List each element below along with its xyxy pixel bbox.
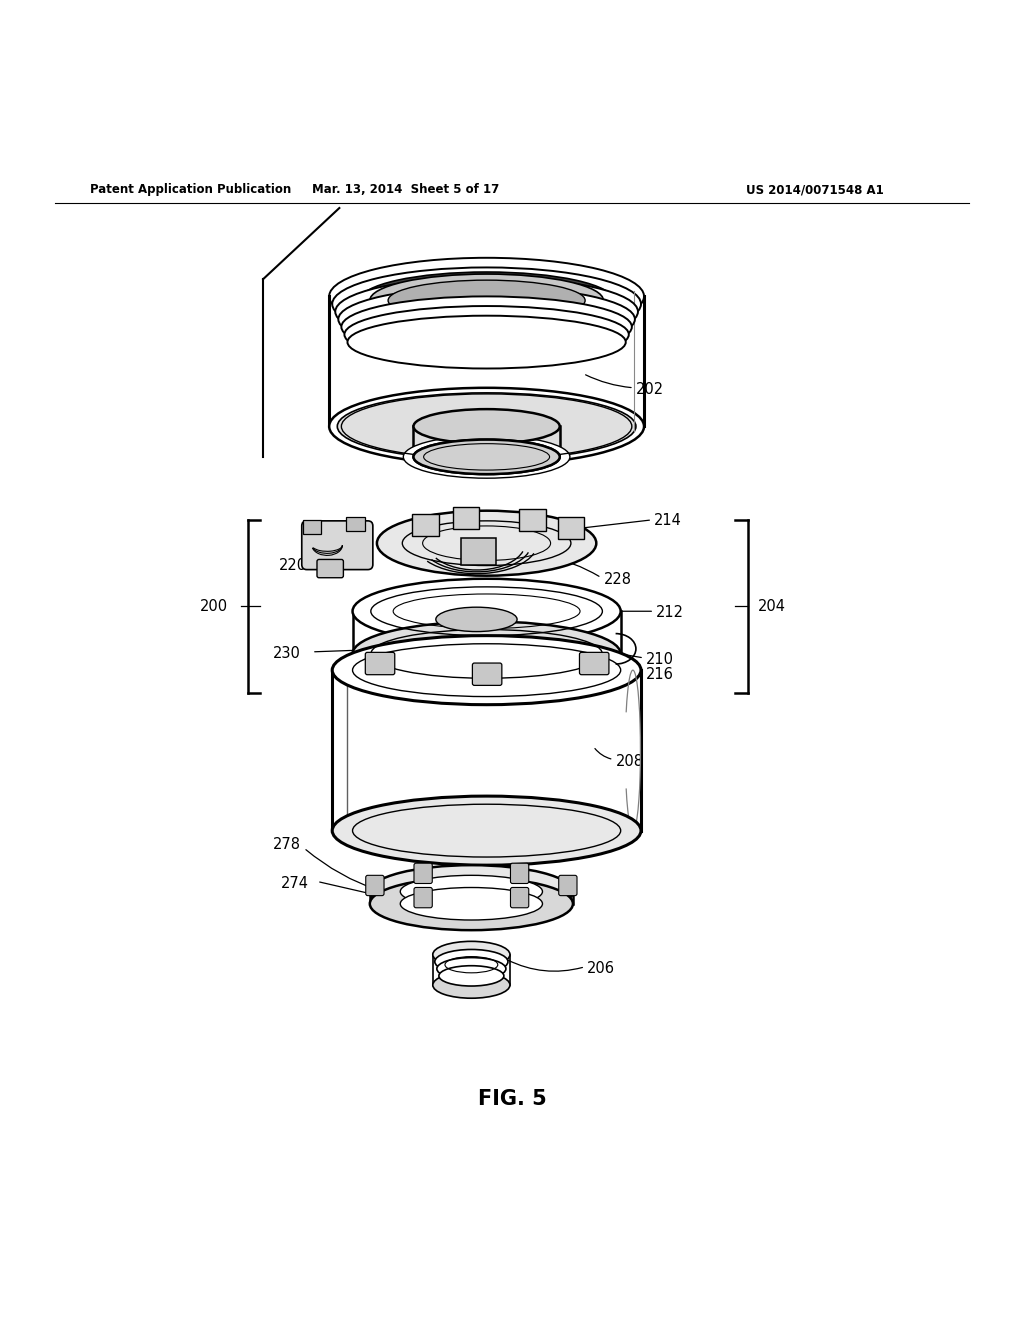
FancyBboxPatch shape (511, 863, 528, 883)
FancyBboxPatch shape (303, 520, 322, 535)
Ellipse shape (370, 878, 573, 931)
FancyBboxPatch shape (519, 508, 546, 531)
Ellipse shape (388, 280, 585, 321)
Ellipse shape (436, 607, 517, 631)
Text: 274: 274 (281, 876, 308, 891)
Text: 210: 210 (646, 652, 674, 668)
Ellipse shape (437, 957, 506, 979)
Ellipse shape (439, 966, 504, 986)
Ellipse shape (370, 275, 603, 327)
Text: Mar. 13, 2014  Sheet 5 of 17: Mar. 13, 2014 Sheet 5 of 17 (311, 183, 499, 197)
Ellipse shape (329, 388, 644, 465)
Text: 208: 208 (615, 754, 644, 770)
Ellipse shape (352, 578, 621, 644)
Ellipse shape (329, 257, 644, 335)
FancyBboxPatch shape (453, 507, 479, 529)
Ellipse shape (344, 306, 629, 363)
Polygon shape (332, 671, 641, 830)
Text: 206: 206 (587, 961, 615, 977)
Ellipse shape (352, 622, 621, 686)
Text: 216: 216 (646, 667, 674, 681)
Ellipse shape (341, 297, 632, 358)
Ellipse shape (400, 887, 543, 920)
Ellipse shape (359, 272, 613, 329)
Text: 212: 212 (656, 605, 684, 620)
FancyBboxPatch shape (580, 652, 609, 675)
Ellipse shape (347, 315, 626, 368)
FancyBboxPatch shape (511, 887, 528, 908)
Polygon shape (329, 297, 644, 426)
FancyBboxPatch shape (366, 652, 395, 675)
FancyBboxPatch shape (346, 517, 365, 531)
Ellipse shape (332, 268, 641, 341)
Ellipse shape (433, 941, 510, 968)
FancyBboxPatch shape (472, 663, 502, 685)
FancyBboxPatch shape (302, 521, 373, 570)
Text: 214: 214 (654, 513, 682, 528)
Text: 220: 220 (279, 558, 306, 573)
Ellipse shape (370, 865, 573, 917)
Ellipse shape (435, 949, 508, 974)
Text: 202: 202 (636, 383, 664, 397)
FancyBboxPatch shape (414, 887, 432, 908)
Ellipse shape (400, 875, 543, 908)
Text: 228: 228 (603, 573, 632, 587)
FancyBboxPatch shape (414, 863, 432, 883)
FancyBboxPatch shape (559, 875, 577, 896)
Ellipse shape (414, 409, 560, 444)
Text: 204: 204 (758, 599, 785, 614)
Ellipse shape (414, 440, 560, 474)
Text: US 2014/0071548 A1: US 2014/0071548 A1 (745, 183, 884, 197)
Ellipse shape (377, 511, 596, 576)
FancyBboxPatch shape (461, 539, 496, 565)
Ellipse shape (403, 436, 570, 478)
Ellipse shape (337, 393, 636, 459)
Text: 200: 200 (200, 599, 227, 614)
FancyBboxPatch shape (317, 560, 343, 578)
FancyBboxPatch shape (413, 513, 439, 536)
Text: 278: 278 (273, 837, 301, 853)
Ellipse shape (335, 277, 638, 346)
Ellipse shape (433, 972, 510, 998)
Text: FIG. 5: FIG. 5 (477, 1089, 547, 1109)
Ellipse shape (332, 636, 641, 705)
Ellipse shape (414, 440, 560, 474)
Text: 230: 230 (273, 647, 301, 661)
FancyBboxPatch shape (366, 875, 384, 896)
Text: Patent Application Publication: Patent Application Publication (90, 183, 292, 197)
Ellipse shape (332, 796, 641, 865)
Ellipse shape (338, 286, 635, 351)
FancyBboxPatch shape (558, 517, 584, 539)
